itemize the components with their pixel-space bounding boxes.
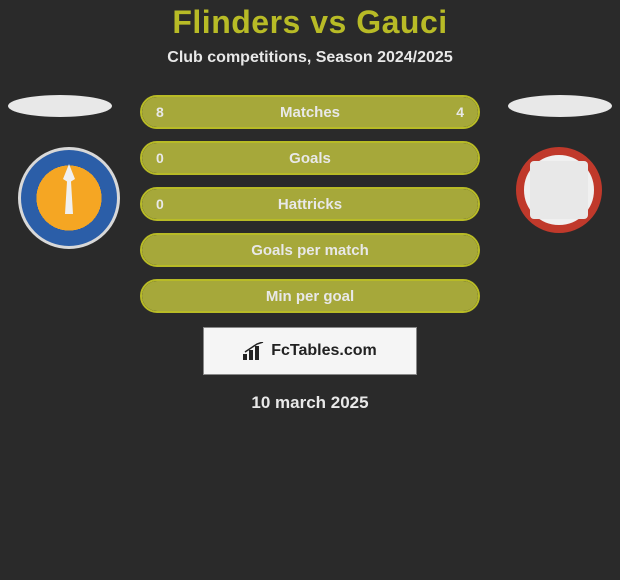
stat-row: Hattricks0 (140, 187, 480, 221)
brand-chart-icon (243, 342, 265, 360)
brand-box[interactable]: FcTables.com (203, 327, 417, 375)
stat-row: Matches8 4 (140, 95, 480, 129)
subtitle: Club competitions, Season 2024/2025 (0, 49, 620, 67)
stat-rows: Matches84Goals0Hattricks0Goals per match… (140, 95, 480, 313)
stat-row: Min per goal (140, 279, 480, 313)
stats-area: Matches84Goals0Hattricks0Goals per match… (0, 95, 620, 313)
club-badge-left (18, 147, 120, 249)
stat-label: Goals per match (142, 242, 478, 259)
brand-text: FcTables.com (271, 342, 377, 360)
stat-row: Goals per match (140, 233, 480, 267)
stat-value-left: 0 (156, 196, 164, 212)
stat-row: Goals0 (140, 141, 480, 175)
player-right-pill (508, 95, 612, 117)
stat-label: Min per goal (142, 288, 478, 305)
stat-value-right: 4 (456, 104, 464, 120)
badge-inner (530, 161, 588, 219)
stat-label: Goals (142, 150, 478, 167)
comparison-card: Flinders vs Gauci Club competitions, Sea… (0, 0, 620, 413)
page-title: Flinders vs Gauci (0, 4, 620, 41)
stat-label: Matches (142, 104, 478, 121)
stat-value-left: 8 (156, 104, 164, 120)
stat-value-left: 0 (156, 150, 164, 166)
club-badge-right (516, 147, 602, 233)
date-line: 10 march 2025 (0, 393, 620, 413)
stat-label: Hattricks (142, 196, 478, 213)
player-left-pill (8, 95, 112, 117)
